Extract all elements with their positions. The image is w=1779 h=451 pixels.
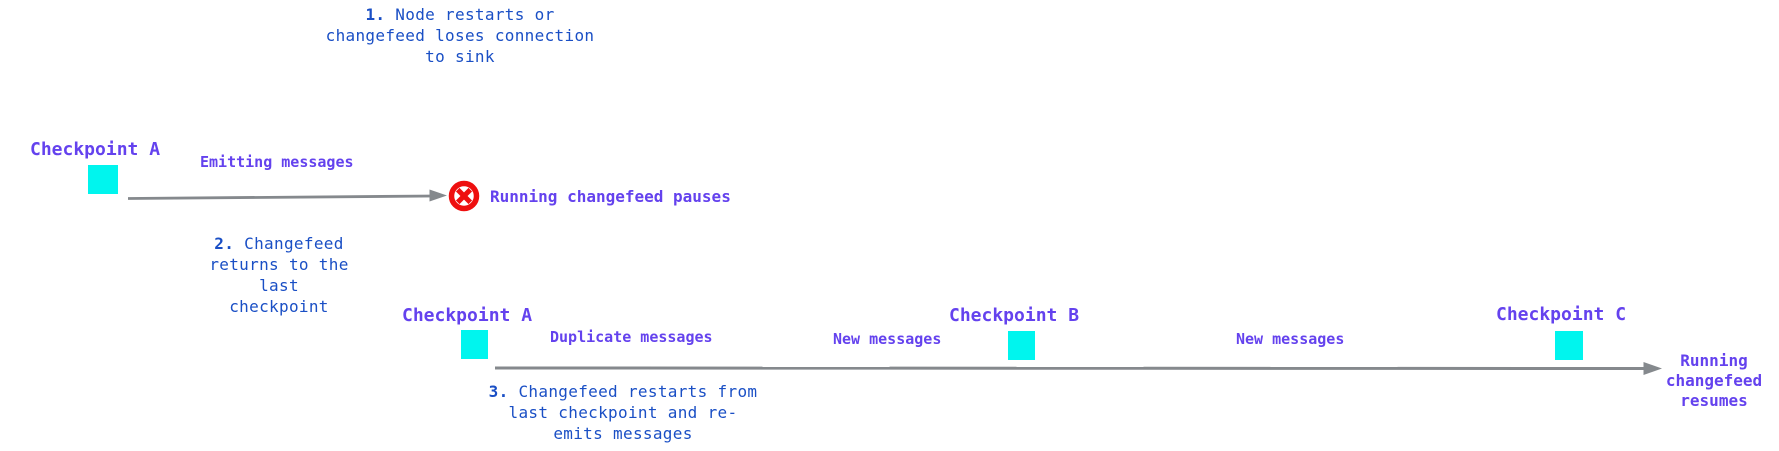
changefeed-resumes-label: Running changefeed resumes [1665, 351, 1763, 410]
step-3-text: Changefeed restarts from last checkpoint… [508, 382, 758, 443]
checkpoint-c-label: Checkpoint C [1496, 304, 1627, 325]
emitting-messages-label: Emitting messages [200, 153, 354, 171]
checkpoint-b-marker [1008, 331, 1035, 360]
step-1-text: Node restarts or changefeed loses connec… [325, 5, 595, 66]
step-2-text: Changefeed returns to the last checkpoin… [209, 234, 349, 316]
step-1-number: 1. [365, 5, 386, 24]
changefeed-pauses-label: Running changefeed pauses [490, 187, 731, 206]
pause-x-icon [448, 180, 480, 212]
new-messages-1-label: New messages [833, 330, 942, 348]
duplicate-messages-label: Duplicate messages [550, 328, 713, 346]
emitting-arrow [127, 189, 447, 202]
checkpoint-a-label-after: Checkpoint A [402, 305, 533, 326]
checkpoint-a-label-before: Checkpoint A [30, 139, 161, 160]
step-1-annotation: 1. Node restarts or changefeed loses con… [310, 4, 610, 67]
step-3-number: 3. [488, 382, 509, 401]
step-2-number: 2. [214, 234, 235, 253]
step-3-annotation: 3. Changefeed restarts from last checkpo… [463, 381, 783, 444]
new-messages-2-label: New messages [1236, 330, 1345, 348]
checkpoint-a-marker-before [88, 165, 118, 194]
checkpoint-a-marker-after [461, 330, 488, 359]
checkpoint-c-marker [1555, 331, 1583, 360]
checkpoint-b-label: Checkpoint B [949, 305, 1080, 326]
step-2-annotation: 2. Changefeed returns to the last checkp… [169, 233, 389, 317]
resume-arrow [494, 362, 1662, 375]
